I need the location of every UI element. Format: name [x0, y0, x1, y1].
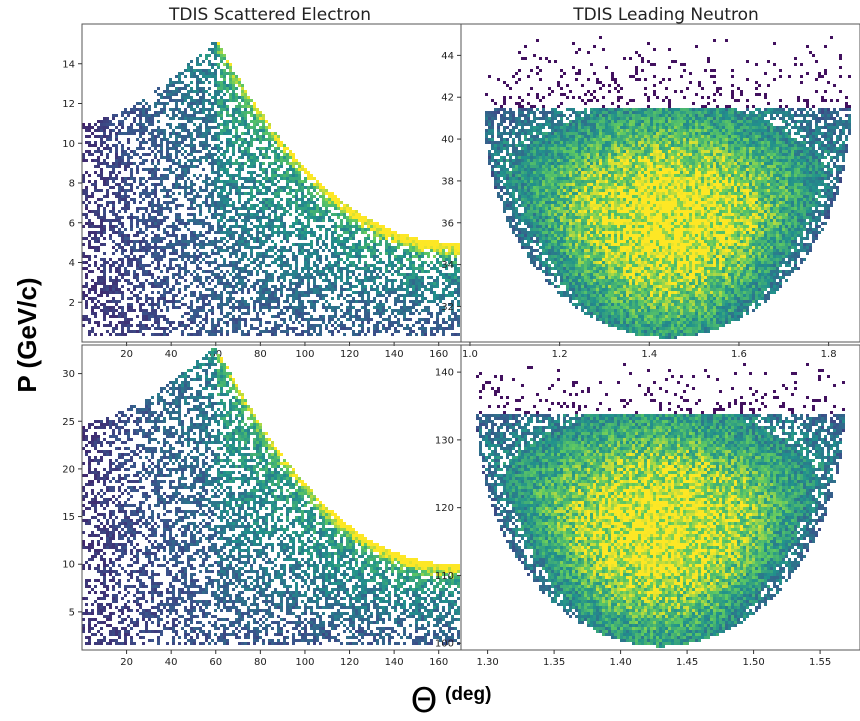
y-tick-label: 6	[69, 218, 75, 229]
x-axis-theta-symbol: Θ	[411, 681, 438, 721]
y-tick-label: 5	[69, 607, 75, 618]
heatmap-cells	[485, 36, 851, 339]
x-tick-label: 1.4	[641, 349, 657, 360]
y-tick-label: 110	[435, 571, 454, 582]
heatmap-cells	[82, 42, 460, 336]
y-tick-label: 10	[62, 139, 75, 150]
y-tick-label: 32	[441, 302, 454, 313]
panel-title-electron: TDIS Scattered Electron	[168, 5, 371, 25]
x-tick-label: 1.6	[731, 349, 747, 360]
electron-bottom-heatmap: 20 40 60 80 100 120 140 160 5 10 15 20 25 30	[62, 345, 461, 668]
y-tick-label: 42	[441, 93, 454, 104]
y-tick-label: 25	[62, 417, 75, 428]
neutron-bottom-heatmap: 1.30 1.35 1.40 1.45 1.50 1.55 100 110 120 130 140	[435, 345, 860, 668]
y-tick-label: 30	[62, 369, 75, 380]
x-tick-label: 80	[254, 349, 267, 360]
y-tick-label: 20	[62, 464, 75, 475]
y-tick-label: 15	[62, 512, 75, 523]
x-tick-label: 1.35	[543, 657, 565, 668]
y-tick-label: 130	[435, 435, 454, 446]
x-tick-label: 100	[295, 349, 314, 360]
y-tick-label: 12	[62, 99, 75, 110]
y-tick-label: 36	[441, 218, 454, 229]
x-tick-label: 60	[209, 657, 222, 668]
x-tick-label: 100	[295, 657, 314, 668]
x-tick-label: 1.45	[676, 657, 698, 668]
y-tick-label: 4	[69, 258, 75, 269]
y-axis-label: P (GeV/c)	[12, 277, 42, 392]
x-tick-label: 40	[165, 349, 178, 360]
x-tick-label: 20	[120, 349, 133, 360]
heatmap-cells	[476, 363, 845, 648]
x-tick-label: 160	[429, 657, 448, 668]
x-tick-label: 120	[340, 349, 359, 360]
x-tick-label: 40	[165, 657, 178, 668]
x-tick-label: 1.50	[742, 657, 764, 668]
y-tick-label: 38	[441, 176, 454, 187]
x-tick-label: 1.30	[476, 657, 498, 668]
x-tick-label: 1.40	[609, 657, 631, 668]
x-tick-label: 1.8	[821, 349, 837, 360]
x-tick-label: 140	[385, 657, 404, 668]
x-tick-label: 1.55	[809, 657, 831, 668]
x-axis-unit-label: (deg)	[445, 684, 491, 705]
y-tick-label: 100	[435, 639, 454, 650]
x-tick-label: 120	[340, 657, 359, 668]
y-tick-label: 120	[435, 503, 454, 514]
y-tick-label: 140	[435, 368, 454, 379]
heatmap-cells	[82, 348, 460, 645]
x-tick-label: 160	[429, 349, 448, 360]
x-tick-label: 1.2	[552, 349, 568, 360]
y-tick-label: 10	[62, 560, 75, 571]
x-tick-label: 20	[120, 657, 133, 668]
x-tick-label: 80	[254, 657, 267, 668]
panel-title-neutron: TDIS Leading Neutron	[572, 5, 759, 25]
x-tick-label: 140	[385, 349, 404, 360]
y-tick-label: 8	[69, 179, 75, 190]
y-tick-label: 34	[441, 260, 454, 271]
neutron-top-heatmap: 1.0 1.2 1.4 1.6 1.8 32 34 36 38 40 42 44	[441, 24, 860, 360]
y-tick-label: 40	[441, 135, 454, 146]
x-tick-label: 1.0	[462, 349, 478, 360]
y-tick-label: 14	[62, 59, 75, 70]
y-tick-label: 2	[69, 298, 75, 309]
y-tick-label: 44	[441, 51, 454, 62]
